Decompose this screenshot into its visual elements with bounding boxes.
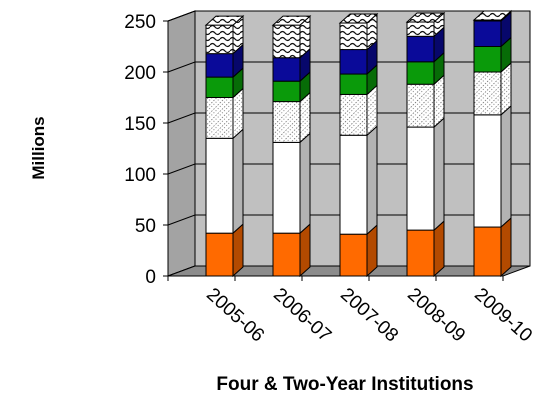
y-tick-label: 50 (135, 216, 156, 237)
bar-segment (272, 101, 301, 143)
y-tick-label: 100 (124, 165, 156, 186)
bar-top (472, 10, 513, 21)
bar-segment (473, 114, 502, 228)
bar-segment (339, 233, 368, 277)
bar-segment (272, 141, 301, 234)
bar-segment (339, 73, 368, 95)
y-tick-label: 250 (124, 12, 156, 33)
bar-segment (473, 20, 502, 47)
bar-segment (406, 126, 435, 231)
axes-layer (163, 20, 504, 281)
bar-top (405, 12, 446, 23)
bar-segment (272, 232, 301, 277)
bar-segment (473, 71, 502, 116)
x-tick-label: 2007-08 (336, 284, 402, 346)
x-tick-label: 2008-09 (403, 284, 469, 346)
bar-segment (205, 76, 234, 98)
bar-top (338, 13, 379, 24)
y-tick-label: 200 (124, 63, 156, 84)
y-axis-title: Millions (29, 116, 48, 179)
bar-segment-side (500, 104, 512, 229)
bar-segment (473, 46, 502, 73)
bar-segment (406, 229, 435, 277)
bar-segment (406, 61, 435, 85)
x-tick-label: 2005-06 (202, 284, 268, 346)
bar-top (204, 15, 245, 26)
bar-segment (272, 57, 301, 82)
bar-segment (272, 80, 301, 103)
bar-segment (339, 93, 368, 136)
bar-segment-side (299, 132, 311, 235)
bar-top (271, 15, 312, 26)
bar-segment-side (433, 116, 445, 232)
bar-segment (473, 226, 502, 277)
bar-segment (205, 53, 234, 78)
x-tick-label: 2009-10 (470, 284, 536, 346)
x-tick-label: 2006-07 (269, 284, 335, 346)
gridline (167, 10, 530, 22)
bar-segment-side (232, 128, 244, 235)
bar-segment (406, 35, 435, 63)
bar-segment (339, 49, 368, 75)
y-tick-label: 150 (124, 114, 156, 135)
bar-segment (339, 22, 368, 51)
bar-segment (339, 134, 368, 235)
bar-segment (406, 83, 435, 128)
bar-segment (205, 137, 234, 234)
bar-segment-side (500, 216, 512, 278)
bar-segment (406, 21, 435, 37)
bar-segment-side (366, 125, 378, 236)
bar-segment (205, 24, 234, 55)
bars-layer (204, 9, 513, 278)
bar-segment (205, 232, 234, 277)
plot-side-wall (167, 10, 196, 277)
x-axis-title: Four & Two-Year Institutions (216, 374, 473, 395)
bar-segment (205, 97, 234, 139)
y-tick-label: 0 (145, 267, 156, 288)
bar-segment (272, 24, 301, 59)
